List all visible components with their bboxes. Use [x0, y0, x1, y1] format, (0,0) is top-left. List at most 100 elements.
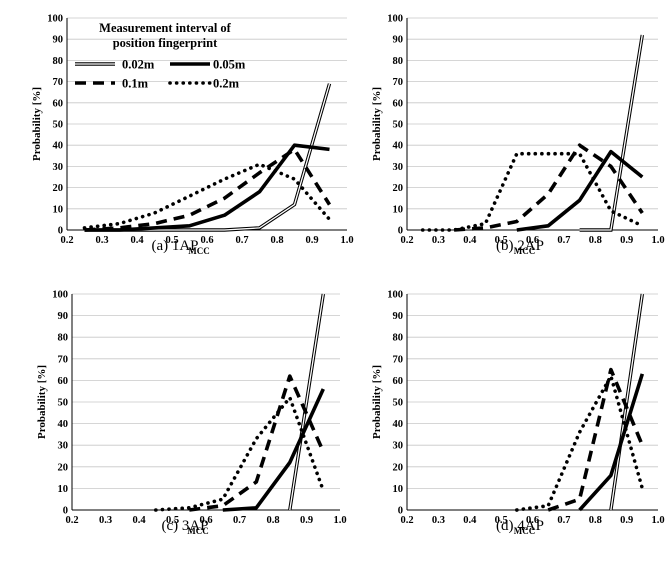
- legend-label: 0.2m: [213, 77, 240, 91]
- x-tick-label: 0.4: [463, 235, 477, 246]
- x-tick-label: 1.0: [340, 235, 353, 246]
- x-tick-label: 0.6: [200, 235, 213, 246]
- x-tick-label: 0.2: [400, 515, 413, 526]
- y-tick-label: 40: [393, 419, 404, 430]
- y-tick-label: 20: [393, 183, 404, 194]
- x-axis-title: MCC: [514, 526, 536, 536]
- y-tick-label: 60: [393, 376, 404, 387]
- y-tick-label: 70: [393, 77, 404, 88]
- panel-caption: (d) 4AP: [496, 518, 544, 534]
- x-tick-label: 0.5: [165, 235, 178, 246]
- panel-caption: (c) 3AP: [161, 518, 208, 534]
- x-tick-label: 0.8: [270, 235, 283, 246]
- y-tick-label: 80: [393, 56, 404, 67]
- y-tick-label: 0: [398, 506, 403, 517]
- series-line-0.1m: [547, 367, 644, 512]
- y-tick-label: 50: [393, 120, 404, 131]
- series-line-0.02m-inner: [579, 34, 643, 231]
- y-tick-label: 0: [63, 506, 68, 517]
- panel-caption: (a) 1AP: [151, 238, 198, 254]
- y-tick-label: 70: [393, 354, 404, 365]
- y-tick-label: 60: [53, 98, 64, 109]
- y-tick-label: 50: [393, 398, 404, 409]
- chart-panel-1: 0 10 20 30 40 50 60 70 80 90 100 0.2 0.3 0.4 0.5 0.6 0.7…: [31, 14, 354, 257]
- x-tick-label: 0.6: [199, 515, 212, 526]
- x-tick-label: 0.3: [432, 235, 445, 246]
- x-tick-label: 0.4: [463, 515, 477, 526]
- x-tick-label: 0.7: [235, 235, 248, 246]
- y-tick-label: 30: [53, 162, 64, 173]
- x-tick-label: 0.8: [589, 235, 602, 246]
- series-line-0.2m: [514, 374, 645, 512]
- x-tick-label: 0.9: [620, 235, 633, 246]
- y-tick-label: 40: [393, 141, 404, 152]
- x-tick-label: 0.9: [305, 235, 318, 246]
- y-tick-label: 30: [393, 162, 404, 173]
- series-line-0.05m: [222, 388, 325, 512]
- x-tick-label: 0.4: [130, 235, 144, 246]
- series-line-0.02m-inner: [610, 293, 643, 511]
- series-line-0.02m-outer: [84, 83, 332, 232]
- y-tick-label: 90: [53, 35, 64, 46]
- legend-title: position fingerprint: [113, 36, 218, 50]
- chart-panel-4: 0 10 20 30 40 50 60 70 80 90 100 0.2 0.3 0.4 0.5 0.6 0.7…: [371, 290, 665, 537]
- x-tick-label: 0.3: [95, 235, 108, 246]
- y-tick-label: 10: [53, 204, 64, 215]
- y-axis-title: Probability [%]: [371, 87, 383, 161]
- legend-label: 0.02m: [122, 58, 155, 72]
- legend-label: 0.05m: [213, 58, 246, 72]
- y-tick-label: 10: [393, 484, 404, 495]
- y-tick-label: 50: [58, 398, 69, 409]
- y-tick-label: 80: [393, 333, 404, 344]
- x-tick-label: 0.8: [266, 515, 279, 526]
- series-line-0.1m: [189, 374, 325, 512]
- series-line-0.02m-inner: [289, 293, 324, 511]
- x-tick-label: 1.0: [651, 235, 664, 246]
- x-tick-label: 0.2: [65, 515, 78, 526]
- x-tick-label: 0.7: [557, 235, 570, 246]
- y-tick-label: 100: [387, 290, 403, 301]
- x-tick-label: 0.9: [620, 515, 633, 526]
- x-tick-label: 0.5: [495, 515, 508, 526]
- x-tick-label: 0.2: [60, 235, 73, 246]
- y-tick-label: 90: [393, 35, 404, 46]
- y-tick-label: 0: [398, 226, 403, 237]
- y-tick-label: 90: [58, 311, 69, 322]
- y-tick-label: 50: [53, 120, 64, 131]
- y-tick-label: 60: [393, 98, 404, 109]
- legend-title: Measurement interval of: [99, 21, 232, 35]
- panel-caption: (b) 2AP: [496, 238, 544, 254]
- y-tick-label: 0: [58, 226, 63, 237]
- y-tick-label: 70: [58, 354, 69, 365]
- y-tick-label: 40: [58, 419, 69, 430]
- y-tick-label: 10: [58, 484, 69, 495]
- x-tick-label: 0.7: [557, 515, 570, 526]
- y-tick-label: 100: [47, 14, 63, 25]
- series-line-0.05m: [578, 373, 645, 512]
- x-tick-label: 0.3: [432, 515, 445, 526]
- x-tick-label: 1.0: [651, 515, 664, 526]
- x-tick-label: 0.2: [400, 235, 413, 246]
- x-tick-label: 0.5: [495, 235, 508, 246]
- series-line-0.05m: [516, 149, 644, 232]
- legend-label: 0.1m: [122, 77, 149, 91]
- series-line-0.1m: [453, 143, 644, 232]
- y-axis-title: Probability [%]: [31, 87, 43, 161]
- y-tick-label: 80: [58, 333, 69, 344]
- chart-panel-2: 0 10 20 30 40 50 60 70 80 90 100 0.2 0.3 0.4 0.5 0.6 0.7…: [371, 14, 665, 257]
- x-tick-label: 0.3: [99, 515, 112, 526]
- x-tick-label: 0.8: [589, 515, 602, 526]
- y-tick-label: 20: [393, 462, 404, 473]
- y-tick-label: 60: [58, 376, 69, 387]
- y-tick-label: 40: [53, 141, 64, 152]
- chart-panel-3: 0 10 20 30 40 50 60 70 80 90 100 0.2 0.3 0.4 0.5 0.6 0.7…: [36, 290, 347, 537]
- y-axis-title: Probability [%]: [36, 365, 48, 439]
- x-tick-label: 1.0: [333, 515, 346, 526]
- y-tick-label: 90: [393, 311, 404, 322]
- y-tick-label: 80: [53, 56, 64, 67]
- x-tick-label: 0.6: [526, 515, 539, 526]
- x-tick-label: 0.5: [166, 515, 179, 526]
- series-line-0.2m: [420, 151, 645, 232]
- series-line-0.02m-inner: [84, 83, 331, 231]
